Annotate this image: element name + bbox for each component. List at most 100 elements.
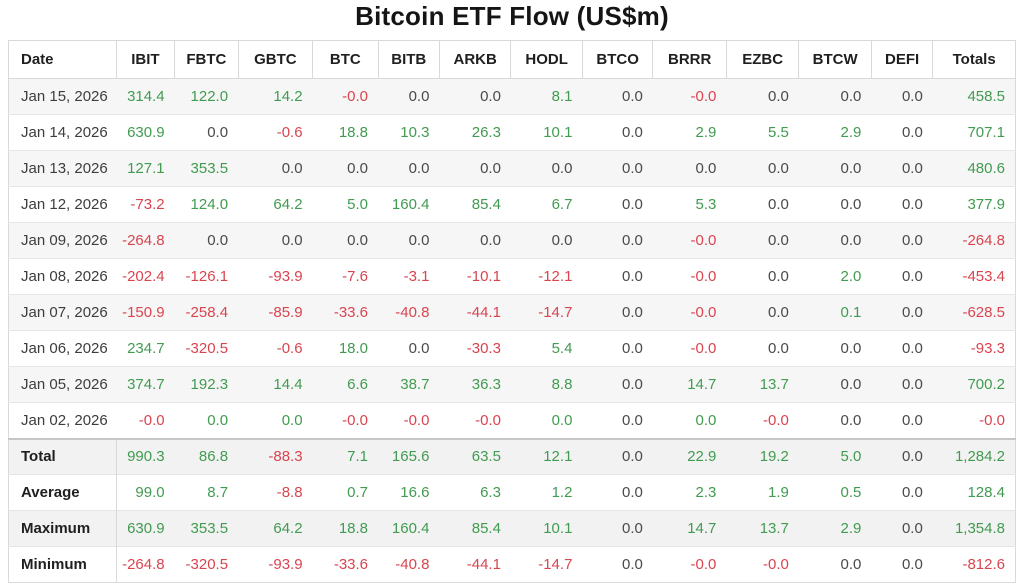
value-cell: -150.9 xyxy=(116,294,175,331)
value-cell: 374.7 xyxy=(116,366,175,403)
value-cell: 0.0 xyxy=(726,222,799,259)
summary-row: Average 99.0 8.7 -8.8 0.7 16.6 6.3 1.2 0.0 2.3 1.9… xyxy=(8,474,1016,511)
column-header-totals: Totals xyxy=(932,40,1016,79)
value-cell: 0.0 xyxy=(378,330,440,367)
value-cell: 0.0 xyxy=(798,402,872,439)
value-cell: 192.3 xyxy=(174,366,239,403)
value-cell: -0.0 xyxy=(652,330,727,367)
value-cell: 0.0 xyxy=(439,222,511,259)
value-cell: 5.0 xyxy=(312,186,379,223)
value-cell: 0.0 xyxy=(582,437,653,475)
value-cell: 1,284.2 xyxy=(932,437,1016,475)
value-cell: 0.0 xyxy=(582,222,653,259)
value-cell: -0.0 xyxy=(439,402,511,439)
value-cell: -73.2 xyxy=(116,186,175,223)
summary-rows: Total 990.3 86.8 -88.3 7.1 165.6 63.5 12.1 0.0 22… xyxy=(8,437,1016,583)
value-cell: 0.0 xyxy=(582,330,653,367)
value-cell: 0.0 xyxy=(798,150,872,187)
value-cell: 0.0 xyxy=(510,150,583,187)
value-cell: 5.0 xyxy=(798,437,872,475)
date-cell: Jan 14, 2026 xyxy=(8,114,117,151)
value-cell: 0.0 xyxy=(582,510,653,547)
column-header-date: Date xyxy=(8,40,117,79)
column-header-ibit: IBIT xyxy=(115,40,176,79)
value-cell: 630.9 xyxy=(116,510,175,547)
value-cell: -44.1 xyxy=(439,294,511,331)
value-cell: 36.3 xyxy=(439,366,511,403)
value-cell: -264.8 xyxy=(932,222,1016,259)
value-cell: -30.3 xyxy=(439,330,511,367)
value-cell: -0.0 xyxy=(652,546,727,583)
date-cell: Jan 05, 2026 xyxy=(8,366,117,403)
value-cell: -0.6 xyxy=(238,114,313,151)
summary-row: Total 990.3 86.8 -88.3 7.1 165.6 63.5 12.1 0.0 22… xyxy=(8,437,1016,475)
value-cell: 0.0 xyxy=(726,294,799,331)
value-cell: 5.5 xyxy=(726,114,799,151)
date-cell: Jan 13, 2026 xyxy=(8,150,117,187)
value-cell: -453.4 xyxy=(932,258,1016,295)
page-title: Bitcoin ETF Flow (US$m) xyxy=(355,1,669,31)
etf-flow-table: Date IBIT FBTC GBTC BTC BITB ARKB HODL BTCO BRRR E… xyxy=(8,40,1016,583)
value-cell: -320.5 xyxy=(174,330,239,367)
date-cell: Jan 12, 2026 xyxy=(8,186,117,223)
value-cell: 10.1 xyxy=(510,114,583,151)
value-cell: 0.0 xyxy=(798,366,872,403)
value-cell: 0.1 xyxy=(798,294,872,331)
value-cell: 5.4 xyxy=(510,330,583,367)
value-cell: -0.0 xyxy=(726,402,799,439)
value-cell: 14.4 xyxy=(238,366,313,403)
value-cell: -812.6 xyxy=(932,546,1016,583)
date-cell: Jan 06, 2026 xyxy=(8,330,117,367)
value-cell: 0.0 xyxy=(238,402,313,439)
value-cell: 10.1 xyxy=(510,510,583,547)
value-cell: 0.0 xyxy=(871,474,933,511)
table-row: Jan 02, 2026 -0.0 0.0 0.0 -0.0 -0.0 -0.0 0.0 0.0… xyxy=(8,402,1016,439)
value-cell: -14.7 xyxy=(510,294,583,331)
value-cell: 0.0 xyxy=(871,510,933,547)
value-cell: 0.0 xyxy=(439,150,511,187)
value-cell: 0.0 xyxy=(174,222,239,259)
column-header-bitb: BITB xyxy=(377,40,440,79)
value-cell: 13.7 xyxy=(726,510,799,547)
value-cell: -0.6 xyxy=(238,330,313,367)
value-cell: 0.0 xyxy=(798,222,872,259)
value-cell: 0.0 xyxy=(174,402,239,439)
value-cell: 0.0 xyxy=(378,78,440,115)
table-row: Jan 13, 2026 127.1 353.5 0.0 0.0 0.0 0.0 0.0 0.0… xyxy=(8,150,1016,187)
value-cell: 122.0 xyxy=(174,78,239,115)
value-cell: 0.0 xyxy=(871,150,933,187)
value-cell: -33.6 xyxy=(312,546,379,583)
value-cell: 8.8 xyxy=(510,366,583,403)
column-header-btc: BTC xyxy=(312,40,379,79)
value-cell: 99.0 xyxy=(116,474,175,511)
data-rows: Jan 15, 2026 314.4 122.0 14.2 -0.0 0.0 0.0 8.1 0… xyxy=(8,78,1016,439)
value-cell: 2.9 xyxy=(652,114,727,151)
value-cell: 8.7 xyxy=(174,474,239,511)
value-cell: 5.3 xyxy=(652,186,727,223)
value-cell: -202.4 xyxy=(116,258,175,295)
date-cell: Jan 08, 2026 xyxy=(8,258,117,295)
value-cell: -44.1 xyxy=(439,546,511,583)
value-cell: -264.8 xyxy=(116,546,175,583)
value-cell: 14.2 xyxy=(238,78,313,115)
value-cell: 14.7 xyxy=(652,510,727,547)
value-cell: 64.2 xyxy=(238,186,313,223)
column-header-hodl: HODL xyxy=(510,40,583,79)
value-cell: 165.6 xyxy=(378,437,440,475)
value-cell: -3.1 xyxy=(378,258,440,295)
value-cell: 26.3 xyxy=(439,114,511,151)
column-header-fbtc: FBTC xyxy=(174,40,239,79)
value-cell: 16.6 xyxy=(378,474,440,511)
value-cell: 377.9 xyxy=(932,186,1016,223)
value-cell: -40.8 xyxy=(378,546,440,583)
value-cell: 0.0 xyxy=(798,546,872,583)
table-row: Jan 05, 2026 374.7 192.3 14.4 6.6 38.7 36.3 8.8… xyxy=(8,366,1016,403)
value-cell: 0.0 xyxy=(871,222,933,259)
date-cell: Jan 02, 2026 xyxy=(8,402,117,439)
value-cell: 0.5 xyxy=(798,474,872,511)
table-header: Date IBIT FBTC GBTC BTC BITB ARKB HODL BTCO BRRR E… xyxy=(8,40,1016,79)
value-cell: -0.0 xyxy=(312,402,379,439)
value-cell: 0.0 xyxy=(652,402,727,439)
value-cell: 0.0 xyxy=(510,402,583,439)
value-cell: 18.0 xyxy=(312,330,379,367)
